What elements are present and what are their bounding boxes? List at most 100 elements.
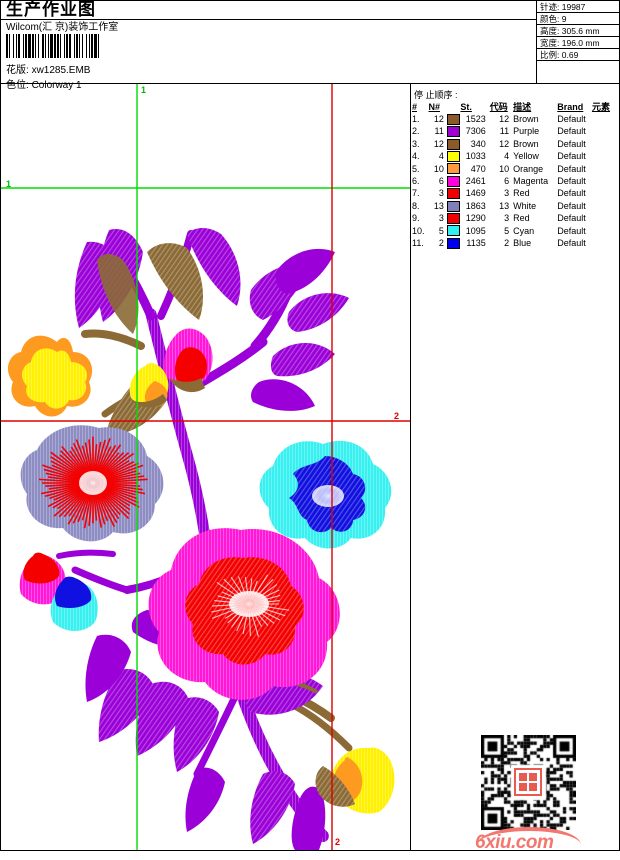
cell-code: 12 <box>499 114 510 124</box>
cell-index: 1. <box>412 114 420 124</box>
col-header-element: 元素 <box>591 102 610 112</box>
table-row[interactable]: 1. 12 1523 12 Brown Default <box>412 113 610 125</box>
cell-number: 3 <box>438 188 444 199</box>
bud-cyan-left <box>50 576 98 631</box>
pattern-value: xw1285.EMB <box>31 65 91 76</box>
color-sequence-table: # N# St. 代码 描述 Brand 元素 1. 12 1523 12 Brown D… <box>412 101 612 249</box>
cell-description: Magenta <box>513 176 549 187</box>
info-height-value: 305.6 mm <box>561 26 600 36</box>
table-row[interactable]: 7. 3 1469 3 Red Default <box>412 187 610 200</box>
cell-stitches: 470 <box>470 163 486 174</box>
color-swatch <box>446 175 460 187</box>
info-width: 宽度: 196.0 mm <box>537 37 620 49</box>
table-row[interactable]: 6. 6 2461 6 Magenta Default <box>412 175 610 187</box>
reg-label-green-left: 1 <box>6 179 12 189</box>
colorway-label: 色位: <box>6 80 29 91</box>
cell-swatch <box>446 225 461 237</box>
pattern-label: 花版: <box>6 65 29 76</box>
frame-panel-divider <box>410 83 411 851</box>
cell-stitches: 7306 <box>465 126 486 137</box>
cell-index: 5. <box>412 163 420 174</box>
swoosh-decoration <box>477 827 581 845</box>
table-row[interactable]: 11. 2 1135 2 Blue Default <box>412 237 610 249</box>
reg-label-green-top: 1 <box>141 85 147 95</box>
cell-swatch <box>446 150 461 162</box>
info-rule-5 <box>537 60 620 61</box>
cell-description: Cyan <box>513 225 535 236</box>
table-row[interactable]: 10. 5 1095 5 Cyan Default <box>412 225 610 237</box>
cell-description: Red <box>513 188 530 199</box>
cell-index: 3. <box>412 138 420 149</box>
cell-stitches: 1863 <box>465 200 486 211</box>
barcode <box>6 34 132 58</box>
color-swatch <box>446 113 460 125</box>
info-stitches-value: 19987 <box>561 2 586 12</box>
cell-code: 5 <box>504 225 510 236</box>
cell-code: 12 <box>499 138 510 149</box>
colorway-row: 色位: Colorway 1 <box>6 76 82 91</box>
frame-header-rule <box>0 83 620 84</box>
cell-description: Red <box>513 213 530 224</box>
cell-brand: Default <box>557 151 586 162</box>
cell-swatch <box>446 175 461 187</box>
cell-code: 4 <box>504 151 510 162</box>
cell-number: 10 <box>433 163 444 174</box>
frame-left <box>0 0 1 851</box>
table-row[interactable]: 2. 11 7306 11 Purple Default <box>412 125 610 138</box>
cell-stitches: 1033 <box>465 151 486 162</box>
reg-label-red-right: 2 <box>394 411 400 421</box>
color-swatch <box>446 200 460 212</box>
cell-element <box>592 187 610 199</box>
cell-element <box>592 225 610 237</box>
col-header-description: 描述 <box>513 102 532 112</box>
cell-description: Brown <box>513 114 539 124</box>
cell-number: 3 <box>438 213 444 224</box>
cell-stitches: 340 <box>470 138 486 149</box>
cell-number: 12 <box>433 114 444 124</box>
cell-code: 3 <box>504 188 510 199</box>
cell-swatch <box>446 113 461 125</box>
design-canvas[interactable]: 1 1 2 2 <box>1 84 410 850</box>
table-row[interactable]: 3. 12 340 12 Brown Default <box>412 138 610 150</box>
cell-description: Orange <box>513 163 544 174</box>
info-height: 高度: 305.6 mm <box>537 25 620 37</box>
info-colors-label: 颜色: <box>540 14 560 24</box>
cell-code: 10 <box>499 163 510 174</box>
info-width-value: 196.0 mm <box>561 38 600 48</box>
info-rule-4 <box>537 48 620 49</box>
table-row[interactable]: 5. 10 470 10 Orange Default <box>412 163 610 175</box>
frame-title-rule <box>0 19 536 20</box>
color-swatch <box>446 212 460 224</box>
cell-code: 2 <box>504 238 510 249</box>
cell-swatch <box>446 138 461 150</box>
leaf-mid-right <box>251 342 335 411</box>
table-row[interactable]: 4. 4 1033 4 Yellow Default <box>412 150 610 162</box>
leaf-bottom <box>185 767 326 850</box>
studio-subtitle: Wilcom(汇 京)装饰工作室 <box>6 22 119 33</box>
info-stitches-label: 针迹: <box>540 2 560 12</box>
col-header-number: N# <box>428 102 441 112</box>
cell-code: 11 <box>499 126 510 137</box>
cell-index: 8. <box>412 200 420 211</box>
cell-stitches: 1095 <box>465 225 486 236</box>
cell-index: 4. <box>412 151 420 162</box>
stop-sequence-caption: 停 止顺序 : <box>414 90 458 100</box>
cell-element <box>592 237 610 249</box>
bud-yellow-bottom-right <box>315 747 395 814</box>
site-watermark: 6xiu.com <box>473 827 583 856</box>
bud-yellow-upper <box>129 363 169 408</box>
cell-index: 7. <box>412 188 420 199</box>
color-swatch <box>446 163 460 175</box>
cell-element <box>592 125 610 137</box>
cell-description: Purple <box>513 126 540 137</box>
cell-number: 6 <box>438 176 444 187</box>
info-colors-value: 9 <box>561 14 567 24</box>
registration-lines <box>1 84 410 850</box>
table-row[interactable]: 8. 13 1863 13 White Default <box>412 200 610 212</box>
cell-swatch <box>446 237 461 249</box>
leaf-right-upper <box>249 248 349 332</box>
table-row[interactable]: 9. 3 1290 3 Red Default <box>412 212 610 224</box>
col-header-code: 代码 <box>489 102 508 112</box>
qr-code-block[interactable] <box>481 735 576 830</box>
